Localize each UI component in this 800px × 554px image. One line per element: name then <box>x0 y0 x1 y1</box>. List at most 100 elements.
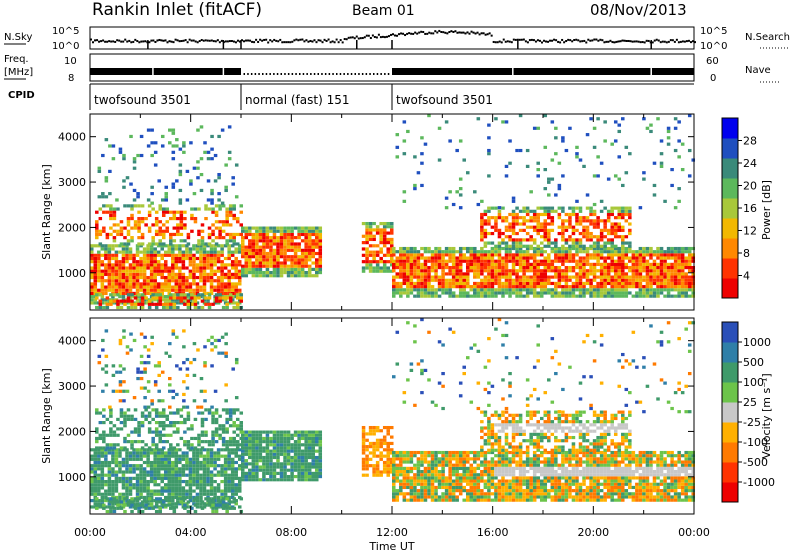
nsky-point <box>136 40 139 43</box>
echo-cell <box>188 470 193 474</box>
echo-cell <box>652 259 657 263</box>
echo-cell <box>392 288 396 292</box>
echo-cell <box>165 302 170 306</box>
echo-cell <box>230 470 235 474</box>
echo-cell <box>227 247 231 251</box>
echo-cell <box>525 148 530 153</box>
echo-cell <box>93 285 98 289</box>
echo-cell <box>169 424 173 428</box>
echo-cell <box>645 291 650 295</box>
echo-cell <box>228 236 233 240</box>
echo-cell <box>188 285 193 289</box>
echo-cell <box>606 288 611 292</box>
echo-cell <box>279 478 284 482</box>
echo-cell <box>111 266 115 270</box>
echo-cell <box>554 265 558 270</box>
echo-cell <box>90 486 94 490</box>
echo-cell <box>262 474 266 479</box>
echo-cell <box>582 250 586 254</box>
echo-cell <box>223 282 228 286</box>
nsky-point <box>158 38 161 41</box>
echo-cell <box>221 408 226 412</box>
echo-cell <box>416 259 421 263</box>
echo-cell <box>95 440 99 444</box>
nsky-point <box>683 40 686 43</box>
echo-cell <box>123 236 127 240</box>
echo-cell <box>642 250 646 254</box>
echo-cell <box>476 291 481 295</box>
echo-cell <box>176 229 180 233</box>
echo-cell <box>571 265 576 270</box>
echo-cell <box>413 250 417 254</box>
echo-cell <box>237 288 242 292</box>
echo-cell <box>232 216 236 221</box>
echo-cell <box>102 506 106 510</box>
echo-cell <box>104 460 108 465</box>
echo-cell <box>416 253 421 257</box>
echo-cell <box>525 256 530 260</box>
echo-cell <box>139 489 143 493</box>
echo-cell <box>272 267 277 271</box>
echo-cell <box>130 414 134 418</box>
nsky-point <box>152 39 155 42</box>
echo-cell <box>178 483 182 487</box>
echo-cell <box>444 262 449 266</box>
echo-cell <box>118 479 122 484</box>
echo-cell <box>283 245 287 249</box>
echo-cell <box>444 120 449 124</box>
echo-cell <box>666 136 671 140</box>
echo-cell <box>244 264 249 268</box>
echo-cell <box>515 281 519 286</box>
echo-cell <box>543 288 548 292</box>
echo-cell <box>504 285 509 289</box>
echo-cell <box>161 420 166 425</box>
echo-cell <box>638 262 643 266</box>
echo-cell <box>121 244 126 248</box>
echo-cell <box>666 288 671 292</box>
echo-cell <box>251 245 256 249</box>
echo-cell <box>147 430 152 434</box>
echo-cell <box>109 299 113 303</box>
echo-cell <box>216 470 221 474</box>
echo-cell <box>532 294 537 298</box>
echo-cell <box>100 476 105 480</box>
echo-cell <box>171 479 175 484</box>
echo-cell <box>163 460 168 465</box>
echo-cell <box>318 270 323 275</box>
echo-cell <box>209 464 214 468</box>
echo-cell <box>218 424 222 428</box>
echo-cell <box>171 492 175 496</box>
echo-cell <box>670 262 674 266</box>
echo-cell <box>286 258 291 262</box>
echo-cell <box>104 176 109 180</box>
echo-cell <box>543 206 548 210</box>
nave-label: Nave <box>745 65 771 76</box>
echo-cell <box>160 451 164 455</box>
echo-cell <box>111 460 115 465</box>
nsky-point <box>110 40 113 43</box>
echo-cell <box>178 460 182 465</box>
echo-cell <box>190 436 194 441</box>
echo-cell <box>118 150 123 154</box>
echo-cell <box>130 440 134 444</box>
echo-cell <box>406 288 410 292</box>
echo-cell <box>241 236 245 240</box>
echo-cell <box>200 417 205 421</box>
echo-cell <box>687 246 692 251</box>
echo-cell <box>116 433 120 437</box>
echo-cell <box>494 222 498 226</box>
echo-cell <box>98 446 103 450</box>
echo-cell <box>211 210 215 214</box>
echo-cell <box>656 285 660 289</box>
echo-cell <box>160 247 164 251</box>
echo-cell <box>221 500 226 504</box>
echo-cell <box>123 226 127 230</box>
echo-cell <box>455 190 459 194</box>
echo-cell <box>413 256 417 260</box>
nsky-point <box>661 40 664 43</box>
nsky-point <box>212 40 215 43</box>
echo-cell <box>293 255 298 259</box>
echo-cell <box>90 489 94 493</box>
nsky-point <box>476 31 479 34</box>
echo-cell <box>536 212 540 217</box>
